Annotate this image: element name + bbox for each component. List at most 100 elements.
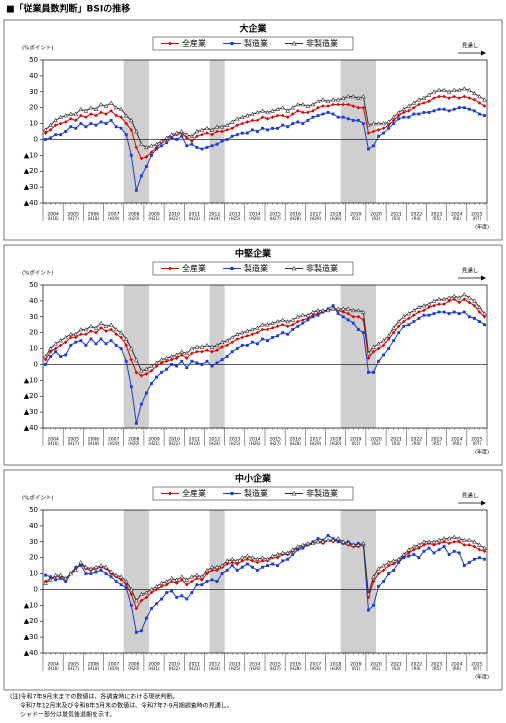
point	[402, 556, 406, 560]
x-era-label: (H17)	[68, 441, 80, 446]
point	[109, 109, 113, 113]
note: 令和7年12月末及び令和8年3月末の数値は、令和7年7-9月期調査時の見通し。	[20, 702, 233, 710]
point	[447, 299, 451, 303]
point	[422, 313, 426, 317]
point	[250, 555, 255, 560]
page-title: ■「従業員数判断」BSIの推移	[6, 3, 130, 15]
point	[210, 349, 214, 354]
point	[462, 106, 466, 110]
point	[301, 321, 305, 325]
point	[88, 105, 94, 110]
point	[411, 100, 417, 105]
point	[276, 564, 280, 568]
point	[250, 128, 254, 132]
point	[103, 564, 109, 569]
point	[94, 123, 98, 127]
point	[43, 580, 48, 585]
point	[326, 104, 330, 108]
point	[58, 343, 63, 348]
point	[391, 114, 396, 119]
point	[336, 540, 340, 544]
point	[306, 318, 310, 322]
point	[134, 630, 138, 634]
point	[68, 571, 74, 576]
x-year-label: 2020	[370, 212, 382, 218]
point	[180, 359, 184, 363]
point	[224, 558, 230, 563]
point	[371, 344, 376, 349]
recession-shade	[340, 510, 376, 653]
point	[89, 337, 93, 341]
point	[43, 127, 48, 132]
point	[165, 591, 169, 595]
point	[63, 575, 69, 581]
forecast-arrowhead	[481, 500, 486, 506]
point	[220, 572, 224, 575]
point	[214, 124, 220, 129]
point	[330, 97, 336, 102]
x-year-label: 2017	[310, 662, 322, 668]
point	[260, 555, 265, 560]
point	[250, 327, 255, 332]
point	[382, 580, 386, 583]
point	[366, 147, 370, 151]
y-tick-label: ▲10	[24, 376, 38, 384]
point	[270, 320, 275, 325]
point	[335, 306, 341, 311]
point	[295, 314, 301, 319]
point	[184, 577, 190, 582]
point	[109, 339, 113, 343]
point	[184, 132, 190, 137]
point	[58, 121, 63, 126]
point	[441, 296, 447, 302]
point	[396, 319, 402, 324]
point	[195, 576, 199, 581]
point	[74, 565, 78, 569]
point	[372, 144, 375, 148]
point	[255, 130, 259, 133]
series-line	[45, 304, 485, 424]
point	[442, 94, 446, 99]
point	[205, 348, 209, 352]
point	[325, 308, 331, 313]
point	[382, 131, 386, 135]
point	[230, 126, 235, 131]
point	[235, 568, 239, 572]
point	[265, 556, 270, 561]
point	[154, 364, 159, 368]
legend-label: 非製造業	[306, 488, 338, 498]
x-era-label: (H25)	[229, 441, 241, 446]
point	[68, 111, 74, 116]
point	[436, 296, 442, 302]
point	[467, 96, 472, 100]
point	[104, 112, 108, 116]
point	[235, 123, 240, 127]
point	[113, 572, 119, 577]
panel-title: 中小企業	[235, 473, 272, 485]
point	[483, 557, 486, 561]
point	[54, 133, 58, 137]
point	[164, 579, 169, 584]
point	[401, 110, 406, 115]
point	[451, 534, 457, 539]
point	[265, 322, 270, 327]
x-year-label: 2012	[209, 662, 221, 668]
point	[452, 549, 456, 553]
point	[179, 578, 184, 582]
point	[295, 544, 301, 549]
point	[229, 335, 235, 340]
point	[209, 564, 215, 569]
point	[154, 360, 159, 365]
point	[301, 318, 305, 322]
point	[392, 339, 396, 343]
point	[220, 345, 224, 349]
x-year-label: 2022	[411, 437, 423, 443]
x-year-label: 2015	[269, 662, 281, 668]
point	[472, 544, 477, 549]
point	[316, 537, 320, 541]
point	[300, 102, 306, 107]
x-year-label: 2020	[370, 662, 382, 668]
point	[73, 335, 78, 340]
point	[483, 114, 486, 118]
x-era-label: (R5)	[432, 666, 441, 671]
